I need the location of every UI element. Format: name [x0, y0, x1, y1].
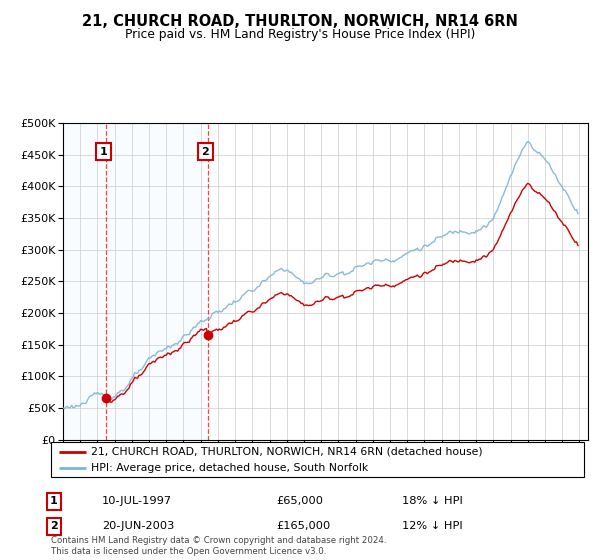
Text: 10-JUL-1997: 10-JUL-1997: [102, 496, 172, 506]
Text: 20-JUN-2003: 20-JUN-2003: [102, 521, 175, 531]
Text: 21, CHURCH ROAD, THURLTON, NORWICH, NR14 6RN: 21, CHURCH ROAD, THURLTON, NORWICH, NR14…: [82, 14, 518, 29]
Text: 1: 1: [100, 147, 107, 157]
Text: £165,000: £165,000: [276, 521, 330, 531]
FancyBboxPatch shape: [51, 442, 584, 477]
Text: Contains HM Land Registry data © Crown copyright and database right 2024.
This d: Contains HM Land Registry data © Crown c…: [51, 536, 386, 556]
Text: £65,000: £65,000: [276, 496, 323, 506]
Text: 21, CHURCH ROAD, THURLTON, NORWICH, NR14 6RN (detached house): 21, CHURCH ROAD, THURLTON, NORWICH, NR14…: [91, 447, 482, 457]
Bar: [63, 123, 208, 440]
Text: 12% ↓ HPI: 12% ↓ HPI: [402, 521, 463, 531]
Text: 18% ↓ HPI: 18% ↓ HPI: [402, 496, 463, 506]
Text: 2: 2: [50, 521, 58, 531]
Text: Price paid vs. HM Land Registry's House Price Index (HPI): Price paid vs. HM Land Registry's House …: [125, 28, 475, 41]
Text: 1: 1: [50, 496, 58, 506]
Text: 2: 2: [202, 147, 209, 157]
Text: HPI: Average price, detached house, South Norfolk: HPI: Average price, detached house, Sout…: [91, 463, 368, 473]
